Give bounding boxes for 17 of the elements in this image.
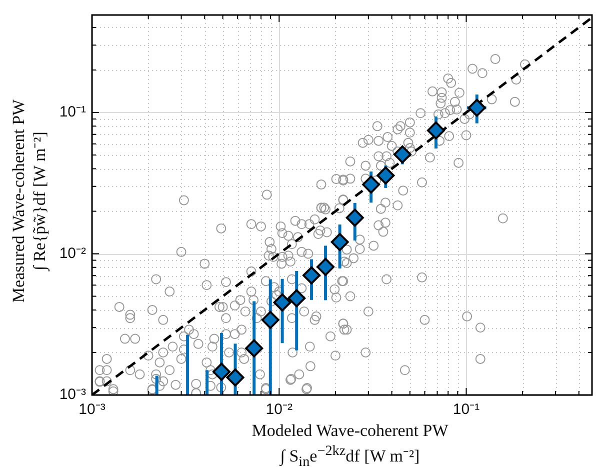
point [362,176,380,194]
x-tick-label: 10⁻² [266,401,292,418]
point [302,266,321,284]
point [316,258,335,276]
y-tick-label: 10⁻² [59,244,86,262]
point [226,368,244,387]
y-axis-title: Measured Wave-coherent PW ∫ Re{p̃w̃}df [W m⁻²] [8,98,50,305]
x-axis-title: Modeled Wave-coherent PW ∫ S$_{in}$e$^{−2kz}$df [W m⁻²] [250,420,450,467]
point [376,166,395,185]
x-tick-label: 10⁻¹ [452,401,480,418]
y-tick-label: 10⁻¹ [59,104,86,121]
point [288,289,306,308]
point [273,293,292,312]
point [393,145,412,164]
point [212,362,230,381]
x-tick-label: 10⁻³ [78,401,106,418]
y-tick-label: 10⁻³ [59,386,86,404]
